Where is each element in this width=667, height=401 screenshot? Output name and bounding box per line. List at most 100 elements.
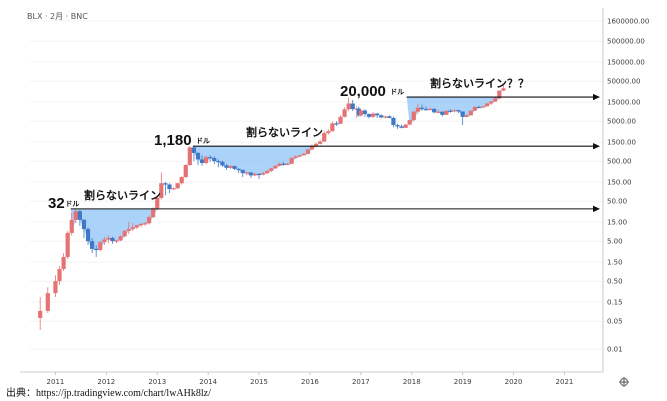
candle-body [232, 166, 237, 169]
candle-body [501, 88, 506, 91]
candle-body [370, 113, 376, 117]
y-tick-label: 15.00 [607, 219, 627, 227]
support-line-arrow [593, 143, 600, 150]
annotation-unit: ドル [196, 137, 210, 145]
candle-body [187, 147, 192, 166]
candle-body [342, 109, 347, 117]
y-tick-label: 150000.00 [607, 59, 645, 67]
candle-body [159, 183, 164, 198]
candle-body [313, 143, 319, 146]
candle-body [484, 103, 490, 107]
candle-body [281, 163, 286, 165]
annotation-unit: ドル [65, 200, 79, 208]
y-tick-label: 500000.00 [607, 38, 645, 46]
x-tick-label: 2013 [148, 378, 166, 386]
candle-body [224, 165, 229, 168]
candle-body [293, 156, 298, 158]
candle-body [138, 223, 144, 226]
x-tick-label: 2017 [352, 378, 370, 386]
annotation-label: 割らないライン？？ [430, 76, 529, 90]
candle-body [460, 111, 465, 117]
candle-body [106, 237, 111, 240]
candle-body [45, 293, 50, 311]
candle-body [228, 166, 233, 168]
candle-body [85, 229, 91, 242]
candle-body [236, 168, 241, 171]
candle-body [252, 173, 258, 176]
candle-body [77, 211, 82, 220]
candle-body [407, 120, 412, 125]
y-tick-label: 0.05 [607, 318, 623, 326]
candles [38, 84, 506, 330]
candle-body [175, 183, 180, 189]
y-tick-label: 50.00 [607, 198, 627, 206]
candle-body [432, 108, 437, 113]
candle-body [130, 227, 135, 230]
candle-body [199, 159, 205, 163]
candle-body [183, 165, 188, 178]
candle-body [440, 111, 445, 115]
annotation-price: 1,180 [154, 132, 192, 149]
settings-gear-icon[interactable] [619, 377, 629, 387]
annotation-unit: ドル [390, 88, 404, 96]
candle-body [142, 223, 148, 225]
y-tick-label: 1500.00 [607, 139, 636, 147]
y-tick-label: 15000.00 [607, 99, 640, 107]
candle-body [179, 177, 184, 184]
candle-body [403, 124, 408, 128]
candle-body [464, 115, 469, 117]
candle-body [53, 281, 58, 294]
candle-body [248, 172, 254, 176]
y-tick-label: 150.00 [607, 179, 632, 187]
candle-body [212, 157, 217, 162]
y-tick-label: 50000.00 [607, 78, 640, 86]
candle-body [289, 157, 294, 164]
candle-body [216, 161, 221, 163]
annotation-label: 割らないライン [246, 125, 323, 139]
candle-body [346, 103, 351, 110]
x-tick-labels: 2011 2012 2013 2014 2015 2016 2017 2018 2019 2020… [47, 372, 573, 386]
candle-body [427, 108, 433, 111]
candle-body [102, 239, 107, 243]
candle-body [350, 103, 355, 110]
source-caption: 出典：https://jp.tradingview.com/chart/lwAH… [6, 386, 211, 399]
candle-body [309, 145, 315, 150]
candle-body [399, 126, 404, 128]
candle-body [240, 170, 245, 174]
candle-body [171, 188, 176, 190]
candle-body [419, 107, 425, 110]
x-tick-label: 2011 [47, 378, 65, 386]
x-tick-label: 2019 [454, 378, 472, 386]
candle-body [195, 152, 201, 160]
candle-body [155, 197, 160, 209]
candle-body [122, 230, 127, 237]
annotation-label: 割らないライン [84, 188, 161, 202]
candle-body [73, 211, 78, 220]
candle-body [297, 155, 302, 157]
support-fill [406, 97, 555, 125]
candle-body [472, 106, 477, 111]
candle-body [244, 172, 249, 174]
candle-body [69, 219, 74, 233]
support-lines [70, 93, 600, 213]
candle-body [338, 116, 343, 124]
x-tick-label: 2014 [199, 378, 217, 386]
candle-body [277, 163, 282, 166]
support-line-arrow [593, 93, 600, 101]
candle-body [114, 240, 119, 242]
y-tick-label: 5.00 [607, 238, 623, 246]
candle-body [126, 229, 131, 231]
candle-body [330, 123, 335, 132]
candle-body [98, 242, 103, 250]
candle-body [301, 153, 306, 156]
candle-body [366, 114, 372, 117]
candle-body [256, 173, 262, 176]
axes [20, 8, 604, 373]
candle-body [163, 183, 168, 185]
candle-body [497, 90, 502, 99]
candle-body [423, 109, 429, 111]
candle-body [167, 184, 172, 190]
